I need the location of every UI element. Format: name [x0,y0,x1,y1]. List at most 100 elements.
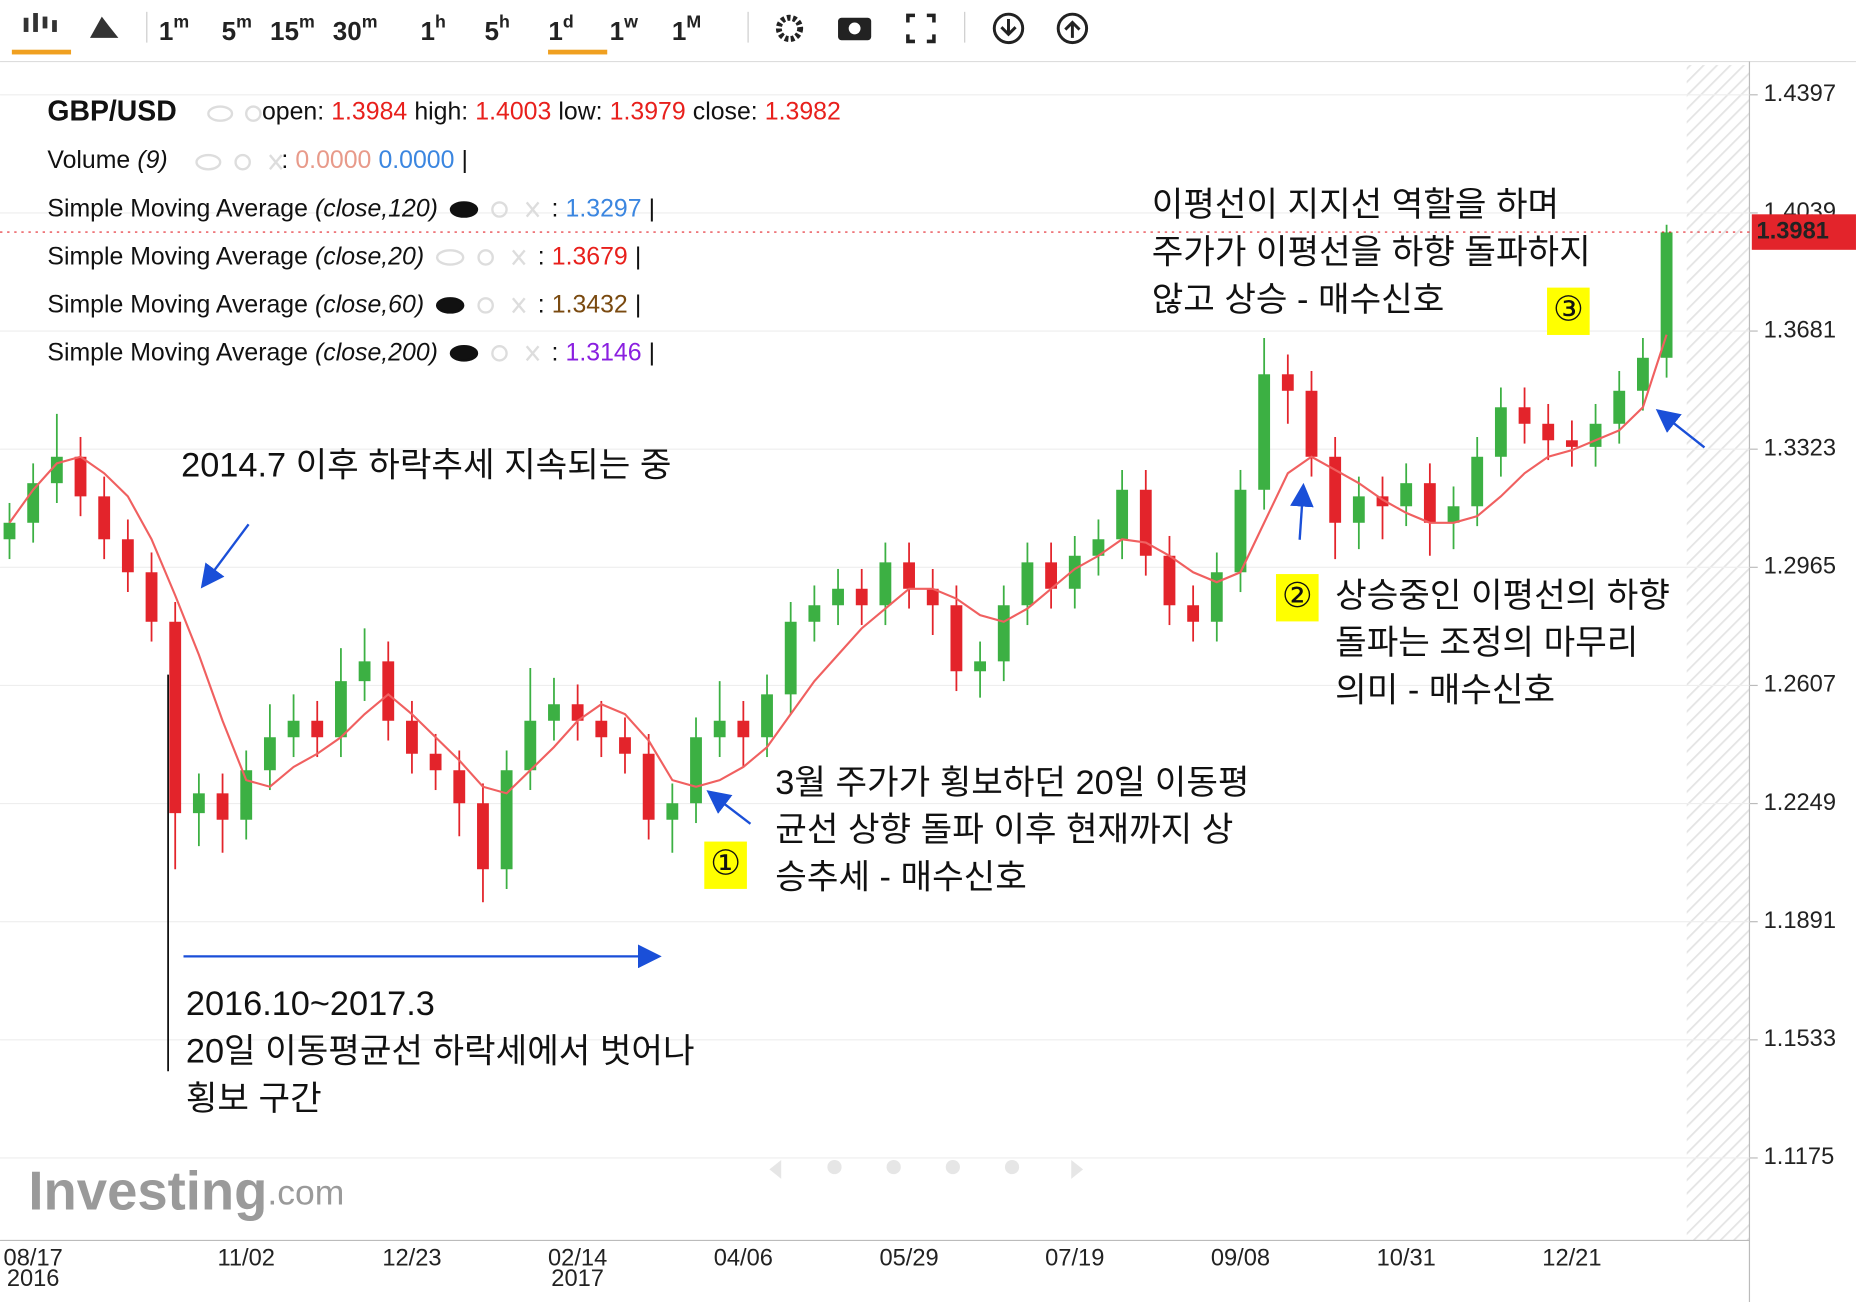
value: 1.3297 [566,195,642,222]
value: 1.3146 [566,339,642,366]
ohlc-value: 1.3984 [331,98,407,125]
interval-unit: m [236,11,252,31]
fullscreen-icon[interactable] [906,13,936,44]
interval-number: 1 [421,16,435,46]
settings-icon[interactable] [775,14,804,43]
candle-body [903,562,915,589]
annotation-text: 주가가 이평선을 하향 돌파하지 [1152,234,1591,272]
candle-body [121,539,134,573]
candle-body [926,588,939,606]
candle-body [690,737,702,804]
candle-body [1139,489,1152,556]
settings-icon[interactable] [491,345,508,362]
candle-body [358,661,371,682]
interval-button[interactable]: 1m [159,11,189,46]
visibility-icon[interactable] [435,249,465,266]
settings-icon[interactable] [477,249,494,266]
candle-body [1471,456,1484,507]
interval-number: 1 [672,16,686,46]
last-price-tag [1751,214,1856,250]
x-tick-label: 12/21 [1542,1246,1601,1272]
grid [0,94,1750,1159]
legend-volume: Volume (9):0.0000 0.0000 | [47,147,468,174]
candle-body [98,496,111,540]
annotation-shapes [167,408,1706,1072]
interval-unit: m [173,11,189,31]
annotation-text: 20일 이동평균선 하락세에서 벗어나 [186,1032,695,1070]
candle-body [879,562,892,606]
sep: | [649,339,655,366]
y-tick-label: 1.2249 [1764,790,1836,816]
candle-body [1400,483,1413,507]
name: Simple Moving Average [47,195,308,222]
candle-body [3,522,16,540]
candle-body [74,456,87,497]
remove-icon[interactable] [511,297,526,314]
interval-button[interactable]: 30m [333,11,378,46]
indicator-row: Simple Moving Average (close,120):1.3297 | [47,195,655,222]
candle-body [1660,232,1673,358]
candle-body [1163,555,1176,606]
name: Simple Moving Average [47,291,308,318]
candle-icon[interactable] [23,13,57,32]
visibility-icon[interactable] [449,201,479,218]
candle-body [642,753,655,820]
candle-body [287,720,300,738]
candle-body [1258,374,1271,490]
interval-number: 15 [270,16,299,46]
value: 1.3679 [552,243,628,270]
candle-body [737,720,750,738]
annotation-text: 이평선이 지지선 역할을 하며 [1152,186,1559,224]
visibility-icon[interactable] [449,345,479,362]
upload-icon[interactable] [1056,12,1089,45]
candle-body [784,621,797,695]
annotation-text: 상승중인 이평선의 하향 [1335,577,1670,615]
indicator-row: Simple Moving Average (close,60):1.3432 | [47,291,641,318]
ohlc-label: close: [693,98,758,125]
sep: : [538,243,545,270]
annotation-text: 2014.7 이후 하락추세 지속되는 중 [181,447,671,485]
candle-body [477,803,489,870]
settings-icon[interactable] [477,297,494,314]
candle-body [145,572,158,622]
ohlc-label: open: [262,98,324,125]
annotation-text: 돌파는 조정의 마무리 [1335,624,1638,662]
sep: | [649,195,655,222]
remove-icon[interactable] [525,201,540,218]
interval-button[interactable]: 1h [421,11,446,46]
sep: | [635,291,641,318]
area-icon[interactable] [89,16,119,38]
candle-body [192,793,205,814]
sep: : [538,291,545,318]
interval-button[interactable]: 5h [484,11,509,46]
candle-body [1305,390,1318,457]
y-tick-label: 1.1175 [1764,1144,1835,1170]
candle-body [950,605,963,672]
interval-number: 1 [610,16,624,46]
x-tick-label: 09/08 [1211,1246,1270,1272]
y-tick-label: 1.4397 [1764,81,1836,107]
settings-icon[interactable] [491,201,508,218]
candle-body [1376,496,1389,507]
active-underline [548,49,608,55]
remove-icon[interactable] [525,345,540,362]
indicator-row: Simple Moving Average (close,20):1.3679 | [47,243,641,270]
candle-body [1494,407,1507,457]
interval-button[interactable]: 1M [672,11,701,46]
interval-button[interactable]: 5m [222,11,252,46]
indicator-row: Simple Moving Average (close,200):1.3146 | [47,339,655,366]
x-tick-label: 07/19 [1045,1246,1104,1272]
interval-button[interactable]: 15m [270,11,315,46]
download-icon[interactable] [992,12,1025,45]
interval-unit: w [623,11,638,31]
candle-body [1542,423,1555,441]
arrow [1655,408,1706,449]
visibility-icon[interactable] [435,297,465,314]
camera-icon[interactable] [838,17,872,41]
sep: | [635,243,641,270]
interval-button[interactable]: 1d [548,11,573,46]
remove-icon[interactable] [511,249,526,266]
candle-body [548,704,560,721]
nav-controls[interactable] [769,1159,1084,1179]
interval-button[interactable]: 1w [610,11,638,46]
